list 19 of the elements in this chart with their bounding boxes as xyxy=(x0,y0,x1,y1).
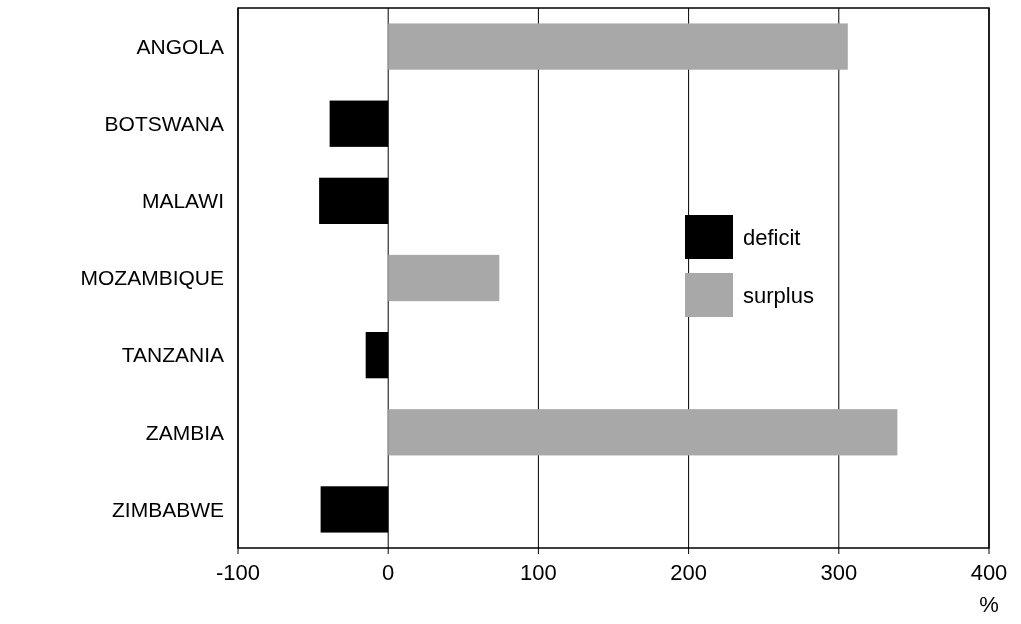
legend-label: surplus xyxy=(743,282,814,308)
x-axis-title: % xyxy=(979,592,999,617)
bar xyxy=(388,23,848,70)
bar xyxy=(388,254,500,302)
y-tick-label: ZAMBIA xyxy=(145,420,224,444)
x-tick-label: 400 xyxy=(970,560,1008,585)
y-tick-label: ANGOLA xyxy=(136,34,224,58)
x-tick-label: 0 xyxy=(382,560,395,585)
y-tick-label: TANZANIA xyxy=(121,343,224,367)
y-tick-label: ZIMBABWE xyxy=(111,497,224,521)
y-tick-label: MALAWI xyxy=(141,189,224,213)
y-tick-label: BOTSWANA xyxy=(104,112,224,136)
x-tick-label: -100 xyxy=(215,560,261,585)
y-tick-label: MOZAMBIQUE xyxy=(80,266,224,290)
legend-label: deficit xyxy=(743,224,801,250)
x-tick-label: 300 xyxy=(820,560,858,585)
x-tick-label: 200 xyxy=(670,560,707,585)
bar xyxy=(388,409,898,456)
x-tick-label: 100 xyxy=(520,560,557,585)
